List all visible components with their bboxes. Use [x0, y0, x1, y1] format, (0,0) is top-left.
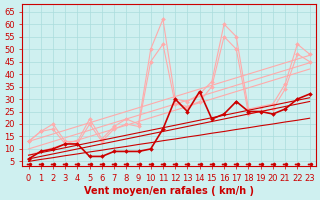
X-axis label: Vent moyen/en rafales ( km/h ): Vent moyen/en rafales ( km/h )	[84, 186, 254, 196]
